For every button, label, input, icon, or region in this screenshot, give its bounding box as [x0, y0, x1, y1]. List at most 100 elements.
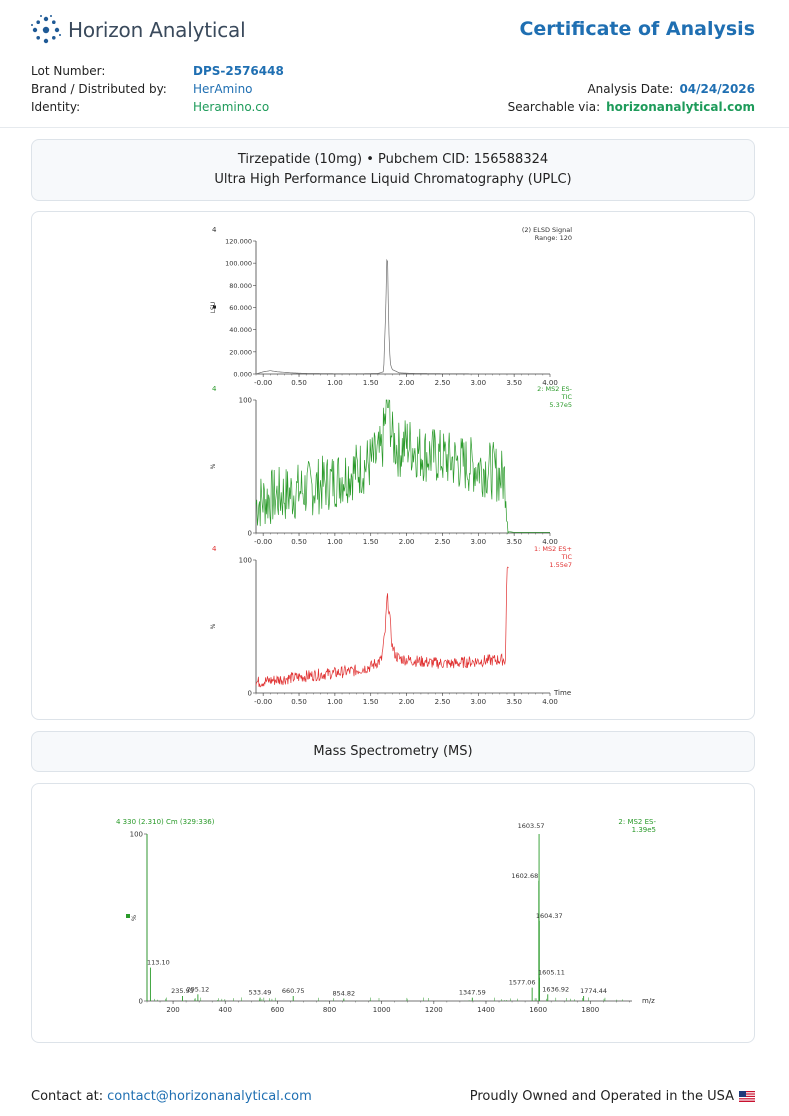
x-tick-label: 2.50 [435, 379, 451, 387]
trace-line [255, 258, 550, 375]
x-tick-label: 600 [271, 1006, 284, 1014]
search-label: Searchable via: [507, 100, 601, 114]
x-tick-label: 1000 [373, 1006, 391, 1014]
made-in-text: Proudly Owned and Operated in the USA [469, 1089, 734, 1104]
y-tick-label: 100 [239, 557, 252, 565]
compound-line-2: Ultra High Performance Liquid Chromatogr… [214, 172, 572, 187]
date-label: Analysis Date: [587, 82, 674, 96]
y-tick-label: 0 [139, 998, 143, 1006]
legend-entry: 1: MS2 ES+ [534, 545, 572, 553]
x-tick-label: 1400 [477, 1006, 495, 1014]
x-tick-label: 1800 [581, 1006, 599, 1014]
x-tick-label: 1.00 [327, 698, 343, 706]
logo: Horizon Analytical [30, 14, 246, 46]
contact-email[interactable]: contact@horizonanalytical.com [107, 1089, 312, 1104]
y-tick-label: 0 [248, 690, 252, 698]
legend-entry: (2) ELSD Signal [522, 226, 572, 234]
x-tick-label: 2.00 [399, 538, 415, 546]
corner-label: 4 [212, 385, 217, 393]
peak-label: 1774.44 [580, 987, 607, 995]
ms-card: 4 330 (2.310) Cm (329:336) 2: MS2 ES- 1.39… [31, 783, 755, 1043]
x-tick-label: 4.00 [542, 698, 558, 706]
x-tick-label: 400 [219, 1006, 232, 1014]
peak-label: 1347.59 [459, 989, 486, 997]
ylabel-marker [213, 305, 216, 309]
x-tick-label: -0.00 [254, 379, 272, 387]
y-axis-label: % [210, 623, 217, 629]
peak-label: 1602.68 [511, 872, 538, 880]
peak-label: 1604.37 [536, 912, 563, 920]
x-axis-label: m/z [642, 997, 655, 1005]
legend-entry: Range: 120 [535, 234, 572, 242]
peak-label: 235.95 [171, 987, 194, 995]
legend-entry: TIC [561, 553, 573, 561]
peak-label: 295.12 [187, 985, 210, 993]
y-tick-label: 100 [239, 397, 252, 405]
x-tick-label: -0.00 [254, 538, 272, 546]
analysis-date: Analysis Date: 04/24/2026 [587, 82, 755, 96]
y-tick-label: 100.000 [225, 260, 252, 268]
legend-entry: 2: MS2 ES- [537, 385, 573, 393]
legend-entry: TIC [561, 393, 573, 401]
peak-label: 660.75 [282, 987, 305, 995]
y-tick-label: 40.000 [229, 326, 252, 334]
trace-line [255, 566, 509, 688]
lot-label: Lot Number: [31, 64, 106, 78]
search-value[interactable]: horizonanalytical.com [606, 100, 755, 114]
peak-label: 1636.92 [542, 985, 569, 993]
x-tick-label: 1.00 [327, 379, 343, 387]
lot-value: DPS-2576448 [193, 64, 284, 78]
x-tick-label: 1.50 [363, 698, 379, 706]
y-tick-label: 100 [130, 831, 143, 839]
x-tick-label: 0.50 [291, 538, 307, 546]
x-tick-label: 4.00 [542, 538, 558, 546]
y-tick-label: 0.000 [233, 371, 252, 379]
y-tick-label: 120.000 [225, 238, 252, 246]
x-tick-label: 2.50 [435, 698, 451, 706]
legend-entry: 2: MS2 ES- [618, 818, 656, 826]
y-axis-label: % [130, 915, 138, 921]
x-tick-label: 2.00 [399, 698, 415, 706]
corner-label: 4 [212, 226, 217, 234]
footer-made-in: Proudly Owned and Operated in the USA [470, 1089, 755, 1104]
x-axis-label: Time [553, 689, 571, 697]
ms-section-title: Mass Spectrometry (MS) [313, 744, 473, 759]
legend-entry: 5.37e5 [549, 401, 572, 409]
corner-label: 4 [212, 545, 217, 553]
x-tick-label: 1.50 [363, 379, 379, 387]
x-tick-label: 2.00 [399, 379, 415, 387]
x-tick-label: 2.50 [435, 538, 451, 546]
x-tick-label: 1200 [425, 1006, 443, 1014]
y-tick-label: 60.000 [229, 304, 252, 312]
x-tick-label: 3.00 [470, 698, 486, 706]
x-tick-label: 3.00 [470, 538, 486, 546]
us-flag-icon [739, 1091, 755, 1102]
horizon-logo-icon [31, 15, 61, 44]
x-tick-label: 1600 [529, 1006, 547, 1014]
x-tick-label: -0.00 [254, 698, 272, 706]
y-tick-label: 0 [248, 530, 252, 538]
peak-label: 113.10 [147, 959, 170, 967]
peak-label: 1605.11 [538, 969, 565, 977]
x-tick-label: 0.50 [291, 379, 307, 387]
legend-entry: 1.39e5 [632, 826, 656, 834]
ms-spectrum: 4 330 (2.310) Cm (329:336) 2: MS2 ES-1.39… [116, 818, 656, 1014]
x-tick-label: 3.00 [470, 379, 486, 387]
peak-label: 1603.57 [518, 822, 545, 830]
ylabel-marker [126, 914, 130, 918]
x-tick-label: 3.50 [506, 379, 522, 387]
header: Horizon Analytical Certificate of Analys… [0, 0, 789, 128]
x-tick-label: 3.50 [506, 538, 522, 546]
document-title: Certificate of Analysis [519, 18, 755, 40]
searchable-via: Searchable via: horizonanalytical.com [508, 100, 755, 114]
y-axis-label: % [210, 463, 217, 469]
trace-line [255, 399, 550, 535]
x-tick-label: 3.50 [506, 698, 522, 706]
legend-entry: 1.55e7 [549, 561, 572, 569]
peak-label: 1577.06 [509, 979, 536, 987]
